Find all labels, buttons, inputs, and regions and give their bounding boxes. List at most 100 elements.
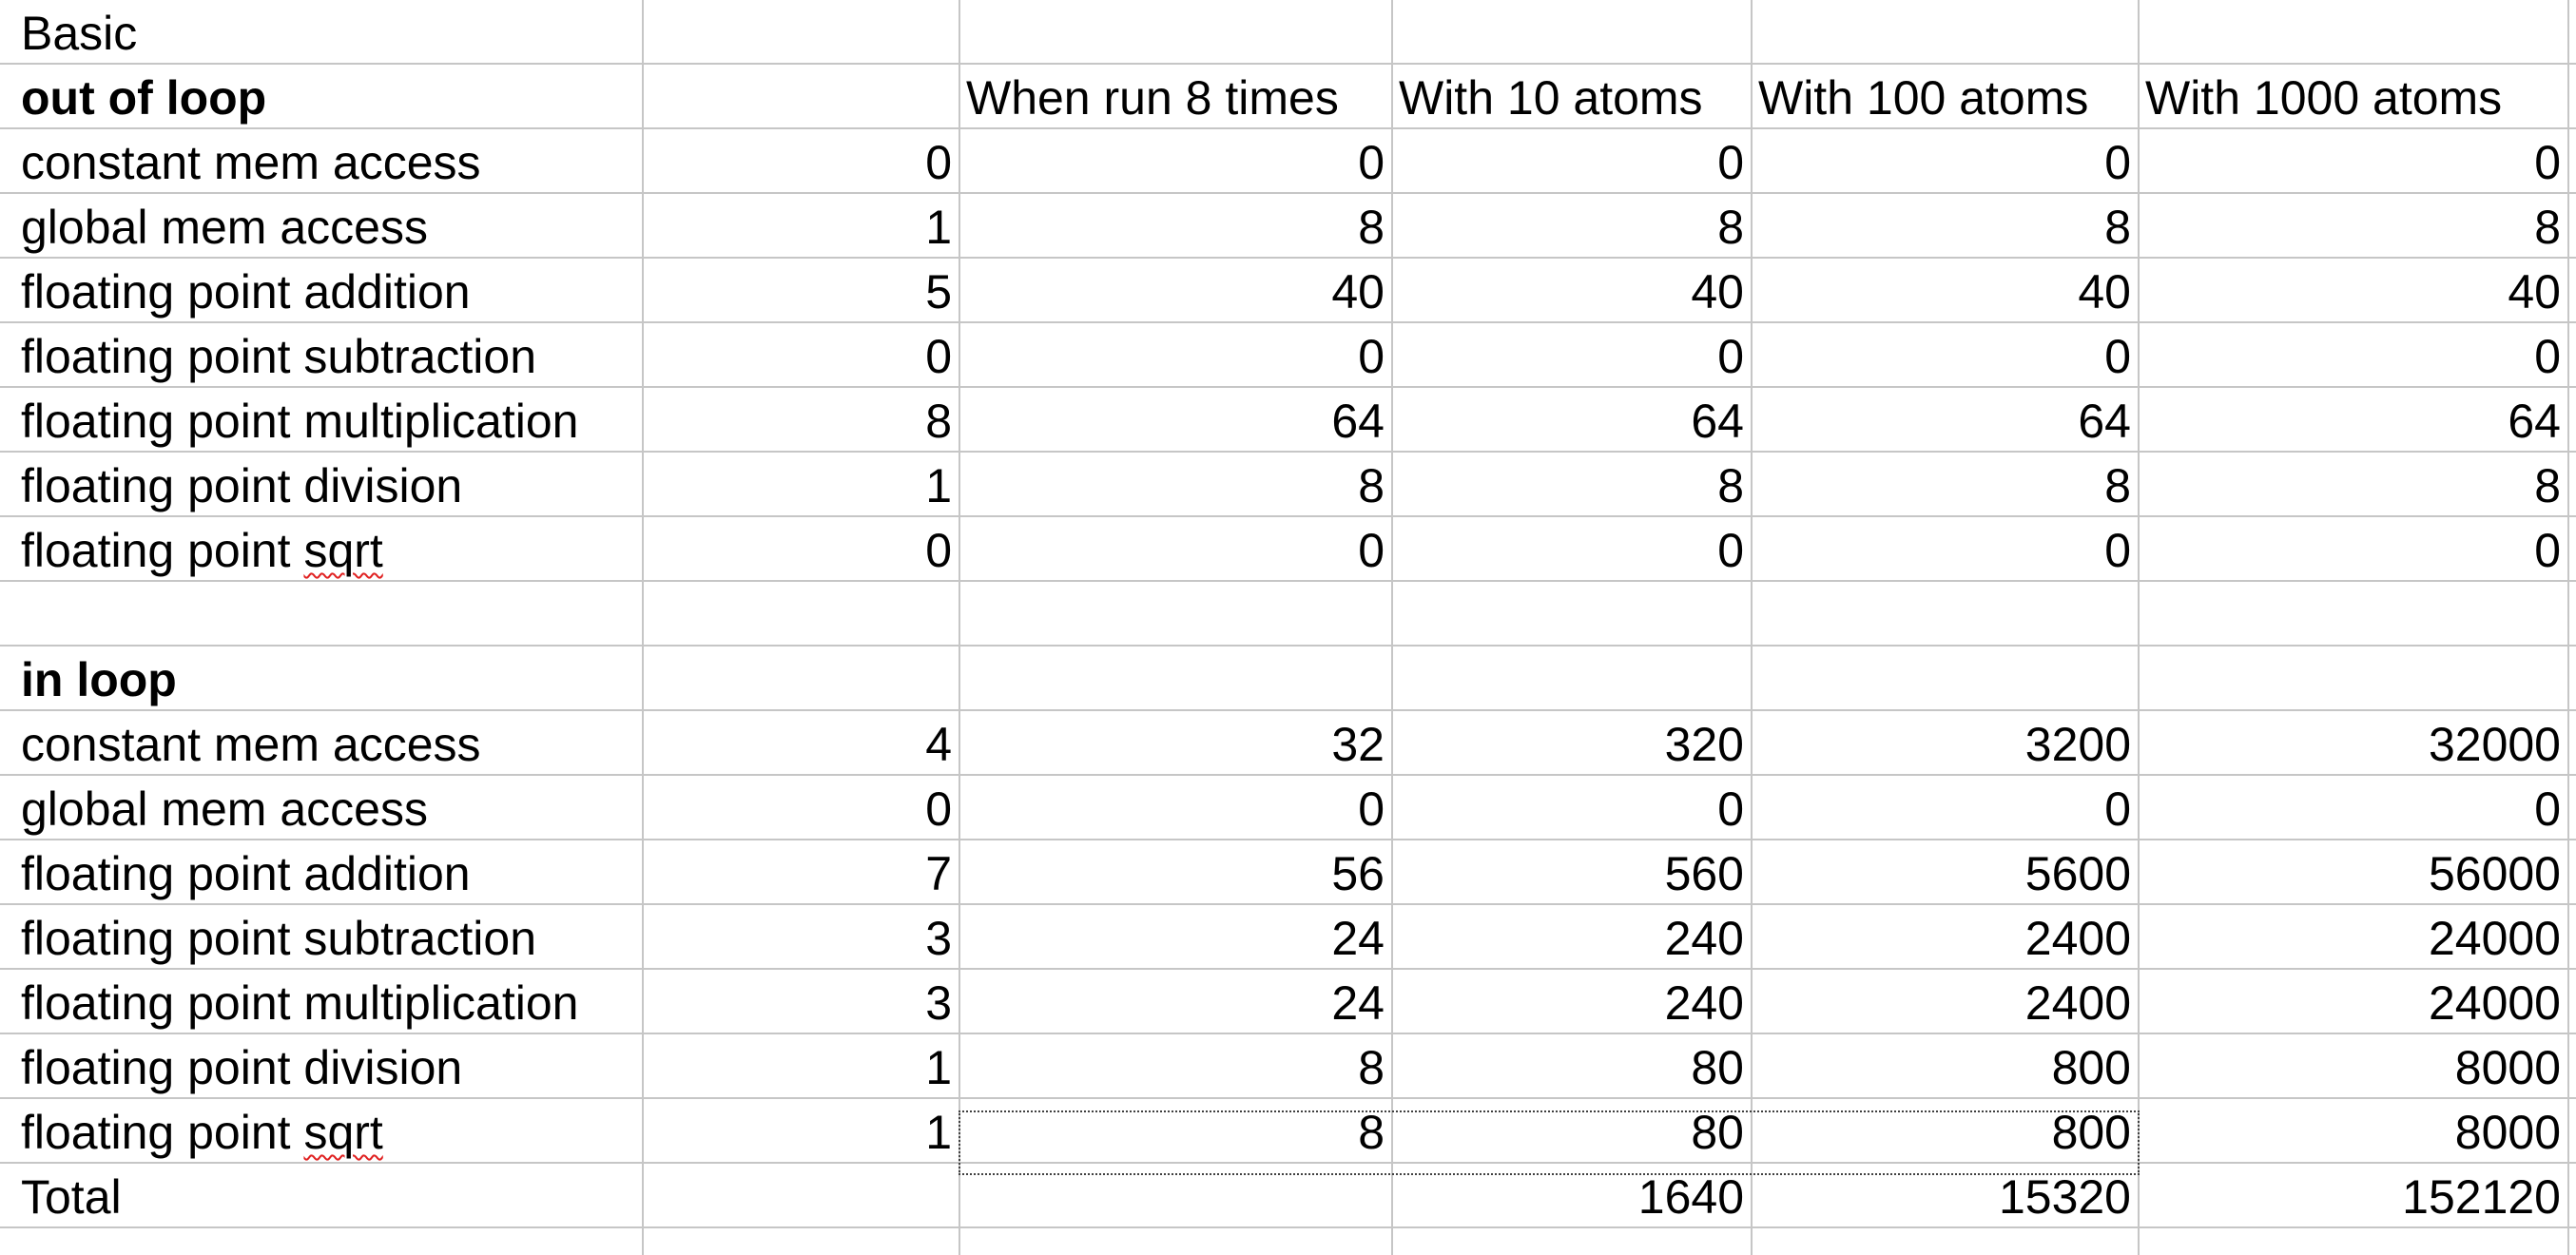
value-cell[interactable]: 0 — [1358, 136, 1385, 189]
row-label[interactable]: constant mem access — [21, 136, 481, 189]
row-label[interactable]: floating point division — [21, 459, 463, 512]
row-label[interactable]: floating point sqrt — [0, 1099, 642, 1162]
value-cell[interactable]: 0 — [1717, 136, 1744, 189]
value-cell[interactable]: 0 — [2534, 330, 2561, 383]
value-cell[interactable]: 560 — [1664, 847, 1744, 900]
value-cell[interactable]: 64 — [2508, 395, 2561, 448]
value-cell[interactable]: 5600 — [2024, 847, 2131, 900]
spellcheck-flagged-word: sqrt — [303, 524, 383, 577]
row-label[interactable]: floating point sqrt — [0, 517, 642, 580]
value-cell[interactable]: 32000 — [2428, 718, 2561, 771]
value-cell[interactable]: 1 — [925, 1041, 952, 1094]
value-cell[interactable]: 8 — [1717, 459, 1744, 512]
table-row: floating point multiplication 8 64 64 64… — [0, 388, 2576, 453]
row-label[interactable]: floating point subtraction — [21, 912, 537, 965]
row-label[interactable]: floating point multiplication — [21, 976, 579, 1030]
value-cell[interactable]: 3 — [925, 912, 952, 965]
row-label[interactable]: floating point multiplication — [21, 395, 579, 448]
value-cell[interactable]: 32 — [1331, 718, 1385, 771]
value-cell[interactable]: 0 — [1358, 330, 1385, 383]
value-cell[interactable]: 0 — [1358, 524, 1385, 577]
value-cell[interactable]: 320 — [1664, 718, 1744, 771]
value-cell[interactable]: 8 — [2104, 201, 2131, 254]
section-title-out-of-loop[interactable]: out of loop — [21, 71, 267, 125]
value-cell[interactable]: 2400 — [2024, 912, 2131, 965]
total-value-1000-atoms[interactable]: 152120 — [2402, 1170, 2561, 1224]
total-value-10-atoms[interactable]: 1640 — [1637, 1170, 1744, 1224]
column-header-run-8-times[interactable]: When run 8 times — [966, 71, 1339, 125]
value-cell[interactable]: 56000 — [2428, 847, 2561, 900]
value-cell[interactable]: 4 — [925, 718, 952, 771]
value-cell[interactable]: 0 — [1717, 782, 1744, 836]
value-cell[interactable]: 8 — [1358, 459, 1385, 512]
value-cell[interactable]: 800 — [2051, 1106, 2131, 1159]
value-cell[interactable]: 8 — [1358, 1041, 1385, 1094]
value-cell[interactable]: 8 — [2534, 459, 2561, 512]
value-cell[interactable]: 1 — [925, 1106, 952, 1159]
row-label[interactable]: floating point addition — [21, 265, 471, 319]
value-cell[interactable]: 240 — [1664, 912, 1744, 965]
column-header-10-atoms[interactable]: With 10 atoms — [1399, 71, 1703, 125]
row-label[interactable]: global mem access — [21, 782, 428, 836]
value-cell[interactable]: 24000 — [2428, 976, 2561, 1030]
value-cell[interactable]: 80 — [1691, 1041, 1744, 1094]
value-cell[interactable]: 0 — [925, 330, 952, 383]
value-cell[interactable]: 8 — [2104, 459, 2131, 512]
value-cell[interactable]: 24000 — [2428, 912, 2561, 965]
value-cell[interactable]: 8000 — [2454, 1041, 2561, 1094]
value-cell[interactable]: 8 — [925, 395, 952, 448]
row-label[interactable]: floating point division — [21, 1041, 463, 1094]
value-cell[interactable]: 8 — [1358, 1106, 1385, 1159]
value-cell[interactable]: 0 — [2534, 782, 2561, 836]
value-cell[interactable]: 64 — [2078, 395, 2131, 448]
value-cell[interactable]: 64 — [1331, 395, 1385, 448]
section-title-in-loop[interactable]: in loop — [21, 653, 177, 706]
value-cell[interactable]: 2400 — [2024, 976, 2131, 1030]
table-row: floating point subtraction 0 0 0 0 0 — [0, 323, 2576, 388]
value-cell[interactable]: 40 — [1331, 265, 1385, 319]
value-cell[interactable]: 24 — [1331, 976, 1385, 1030]
value-cell[interactable]: 0 — [1358, 782, 1385, 836]
row-label[interactable]: floating point addition — [21, 847, 471, 900]
total-label[interactable]: Total — [21, 1170, 122, 1224]
table-row: floating point addition 7 56 560 5600 56… — [0, 840, 2576, 905]
value-cell[interactable]: 0 — [2104, 136, 2131, 189]
value-cell[interactable]: 40 — [2078, 265, 2131, 319]
value-cell[interactable]: 8000 — [2454, 1106, 2561, 1159]
value-cell[interactable]: 40 — [2508, 265, 2561, 319]
value-cell[interactable]: 80 — [1691, 1106, 1744, 1159]
value-cell[interactable]: 240 — [1664, 976, 1744, 1030]
value-cell[interactable]: 800 — [2051, 1041, 2131, 1094]
value-cell[interactable]: 0 — [2104, 330, 2131, 383]
value-cell[interactable]: 7 — [925, 847, 952, 900]
sheet-title-cell[interactable]: Basic — [21, 7, 138, 60]
row-label[interactable]: global mem access — [21, 201, 428, 254]
row-label[interactable]: constant mem access — [21, 718, 481, 771]
value-cell[interactable]: 0 — [2534, 136, 2561, 189]
value-cell[interactable]: 1 — [925, 201, 952, 254]
value-cell[interactable]: 24 — [1331, 912, 1385, 965]
value-cell[interactable]: 0 — [1717, 330, 1744, 383]
value-cell[interactable]: 1 — [925, 459, 952, 512]
value-cell[interactable]: 0 — [1717, 524, 1744, 577]
value-cell[interactable]: 0 — [2104, 524, 2131, 577]
value-cell[interactable]: 0 — [925, 136, 952, 189]
row-label[interactable]: floating point subtraction — [21, 330, 537, 383]
value-cell[interactable]: 0 — [925, 782, 952, 836]
value-cell[interactable]: 0 — [925, 524, 952, 577]
value-cell[interactable]: 3 — [925, 976, 952, 1030]
value-cell[interactable]: 3200 — [2024, 718, 2131, 771]
value-cell[interactable]: 8 — [2534, 201, 2561, 254]
table-row: constant mem access 4 32 320 3200 32000 — [0, 711, 2576, 776]
value-cell[interactable]: 40 — [1691, 265, 1744, 319]
total-value-100-atoms[interactable]: 15320 — [1998, 1170, 2131, 1224]
value-cell[interactable]: 5 — [925, 265, 952, 319]
value-cell[interactable]: 0 — [2104, 782, 2131, 836]
column-header-100-atoms[interactable]: With 100 atoms — [1758, 71, 2089, 125]
column-header-1000-atoms[interactable]: With 1000 atoms — [2145, 71, 2503, 125]
value-cell[interactable]: 64 — [1691, 395, 1744, 448]
value-cell[interactable]: 56 — [1331, 847, 1385, 900]
value-cell[interactable]: 0 — [2534, 524, 2561, 577]
value-cell[interactable]: 8 — [1358, 201, 1385, 254]
value-cell[interactable]: 8 — [1717, 201, 1744, 254]
